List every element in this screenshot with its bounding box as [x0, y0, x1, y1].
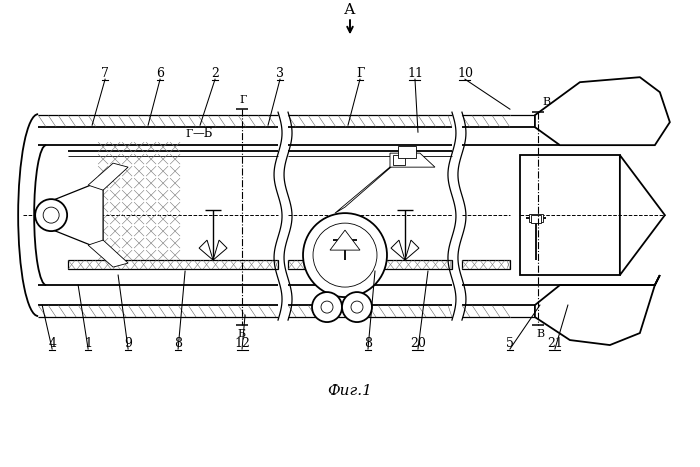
Polygon shape — [535, 77, 670, 145]
Bar — [520, 155, 620, 275]
Polygon shape — [390, 153, 435, 167]
Circle shape — [342, 292, 372, 322]
Circle shape — [351, 301, 363, 313]
Bar — [288, 260, 452, 269]
Circle shape — [321, 301, 333, 313]
Circle shape — [313, 223, 377, 287]
Text: 4: 4 — [48, 337, 56, 350]
Polygon shape — [199, 240, 213, 260]
Bar — [529, 214, 543, 222]
Text: В: В — [536, 329, 544, 339]
Polygon shape — [53, 180, 103, 250]
Text: 20: 20 — [410, 337, 426, 350]
Text: 3: 3 — [276, 67, 284, 80]
Text: 8: 8 — [174, 337, 182, 350]
Text: 10: 10 — [457, 67, 473, 80]
Polygon shape — [335, 160, 399, 213]
Text: 7: 7 — [102, 67, 109, 80]
Text: 8: 8 — [364, 337, 372, 350]
Text: 9: 9 — [124, 337, 132, 350]
Polygon shape — [88, 163, 128, 190]
Circle shape — [303, 213, 387, 297]
Polygon shape — [391, 240, 405, 260]
Bar — [68, 260, 278, 269]
Text: Б: Б — [237, 329, 245, 339]
Text: —Б: —Б — [192, 127, 213, 140]
Polygon shape — [330, 230, 360, 250]
Circle shape — [312, 292, 342, 322]
Text: 12: 12 — [234, 337, 250, 350]
Circle shape — [43, 207, 59, 223]
Polygon shape — [213, 240, 227, 260]
Polygon shape — [88, 240, 128, 267]
Text: Г: Г — [185, 129, 193, 139]
Bar — [462, 260, 510, 269]
Text: Г: Г — [239, 95, 246, 105]
Text: 21: 21 — [547, 337, 563, 350]
Circle shape — [35, 199, 67, 231]
Text: Г: Г — [356, 67, 364, 80]
Bar — [393, 155, 405, 165]
Bar — [531, 215, 541, 223]
Text: 5: 5 — [506, 337, 514, 350]
Polygon shape — [620, 155, 665, 275]
Text: 1: 1 — [84, 337, 92, 350]
Text: 2: 2 — [211, 67, 219, 80]
Text: 11: 11 — [407, 67, 423, 80]
Polygon shape — [535, 275, 660, 345]
Text: В: В — [542, 97, 550, 107]
Text: 6: 6 — [156, 67, 164, 80]
Text: Фиг.1: Фиг.1 — [328, 384, 372, 398]
Text: А: А — [344, 3, 356, 17]
Polygon shape — [405, 240, 419, 260]
Bar — [398, 146, 416, 158]
